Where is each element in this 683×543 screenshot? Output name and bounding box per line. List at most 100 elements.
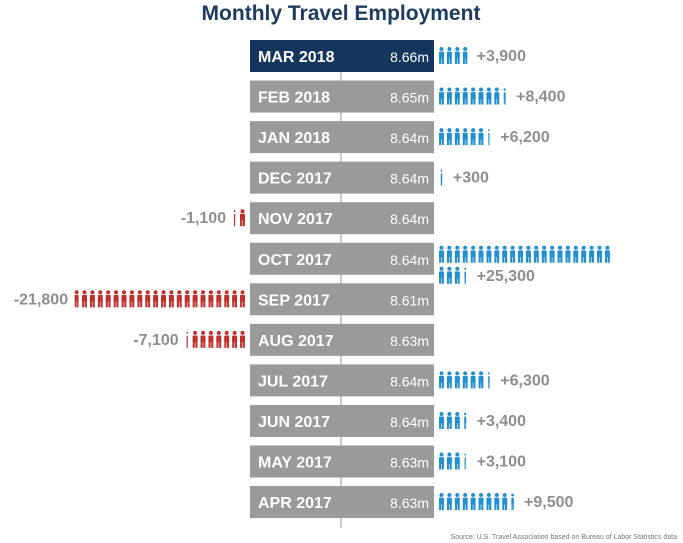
- employment-label: 8.64m: [390, 414, 429, 430]
- person-icon: [464, 412, 467, 429]
- person-icon: [192, 330, 198, 348]
- month-bar: [250, 161, 434, 194]
- person-icon: [446, 452, 452, 470]
- month-bar: [250, 121, 434, 154]
- person-icon: [589, 245, 595, 263]
- person-icon: [454, 245, 460, 263]
- person-icon: [470, 371, 476, 389]
- change-icons: [440, 169, 443, 186]
- employment-label: 8.64m: [390, 373, 429, 389]
- person-icon: [97, 290, 103, 308]
- employment-label: 8.63m: [390, 495, 429, 511]
- month-label: MAR 2018: [258, 49, 335, 66]
- person-icon: [454, 266, 460, 284]
- row-dec-2017: DEC 2017 8.64m +300: [250, 161, 489, 194]
- month-label: AUG 2017: [258, 333, 334, 350]
- change-label: +9,500: [524, 494, 573, 511]
- employment-label: 8.64m: [390, 252, 429, 268]
- rows: MAR 2018 8.66m +3,900 FEB 2018 8.65m +8,400 JA…: [14, 40, 610, 519]
- row-aug-2017: AUG 2017 8.63m -7,100: [133, 323, 434, 356]
- change-icons: [233, 209, 245, 227]
- person-icon: [224, 290, 230, 308]
- person-icon: [494, 493, 500, 511]
- change-label: -1,100: [181, 210, 226, 227]
- person-icon: [439, 128, 444, 146]
- employment-label: 8.66m: [390, 49, 429, 65]
- month-label: SEP 2017: [258, 292, 330, 309]
- person-icon: [525, 245, 531, 263]
- person-icon: [192, 290, 198, 308]
- person-icon: [464, 453, 467, 470]
- person-icon: [557, 245, 563, 263]
- month-label: JUN 2017: [258, 414, 330, 431]
- month-label: DEC 2017: [258, 171, 332, 188]
- person-icon: [439, 245, 444, 263]
- person-icon: [502, 245, 508, 263]
- month-bar: [250, 486, 434, 519]
- person-icon: [478, 493, 484, 511]
- person-icon: [184, 290, 190, 308]
- person-icon: [454, 87, 460, 105]
- person-icon: [446, 266, 452, 284]
- person-icon: [549, 245, 555, 263]
- person-icon: [462, 87, 468, 105]
- person-icon: [113, 290, 119, 308]
- person-icon: [470, 245, 476, 263]
- person-icon: [74, 290, 79, 308]
- person-icon: [454, 411, 460, 429]
- person-icon: [439, 266, 444, 284]
- person-icon: [446, 411, 452, 429]
- person-icon: [439, 411, 444, 429]
- person-icon: [486, 493, 492, 511]
- row-feb-2018: FEB 2018 8.65m +8,400: [250, 80, 566, 113]
- change-icons: [439, 245, 610, 284]
- person-icon: [208, 290, 214, 308]
- employment-label: 8.63m: [390, 333, 429, 349]
- person-icon: [161, 290, 166, 308]
- person-icon: [240, 330, 245, 348]
- row-jul-2017: JUL 2017 8.64m +6,300: [250, 364, 550, 397]
- change-label: +3,900: [477, 48, 526, 65]
- row-sep-2017: SEP 2017 8.61m -21,800: [14, 283, 434, 316]
- person-icon: [137, 290, 143, 308]
- person-icon: [454, 493, 460, 511]
- person-icon: [462, 128, 468, 146]
- person-icon: [454, 452, 460, 470]
- change-icons: [439, 452, 467, 470]
- person-icon: [82, 290, 87, 308]
- change-icons: [439, 411, 467, 429]
- person-icon: [486, 87, 492, 105]
- person-icon: [200, 330, 206, 348]
- person-icon: [604, 245, 610, 263]
- employment-label: 8.64m: [390, 130, 429, 146]
- person-icon: [462, 47, 468, 64]
- person-icon: [454, 47, 460, 64]
- change-icons: [439, 371, 490, 389]
- person-icon: [439, 87, 444, 105]
- person-icon: [439, 452, 444, 470]
- person-icon: [478, 128, 484, 146]
- person-icon: [121, 290, 127, 308]
- row-apr-2017: APR 2017 8.63m +9,500: [250, 486, 573, 519]
- month-bar: [250, 323, 434, 356]
- person-icon: [168, 290, 174, 308]
- person-icon: [533, 245, 539, 263]
- month-label: JUL 2017: [258, 373, 328, 390]
- person-icon: [470, 493, 476, 511]
- person-icon: [581, 245, 587, 263]
- person-icon: [446, 493, 452, 511]
- change-label: +300: [453, 170, 489, 187]
- change-icons: [74, 290, 245, 308]
- change-label: +25,300: [477, 268, 535, 285]
- change-icons: [439, 128, 490, 146]
- month-label: JAN 2018: [258, 130, 330, 147]
- month-label: MAY 2017: [258, 455, 332, 472]
- person-icon: [240, 290, 245, 308]
- person-icon: [446, 371, 452, 389]
- person-icon: [176, 290, 182, 308]
- person-icon: [233, 210, 236, 227]
- row-nov-2017: NOV 2017 8.64m -1,100: [181, 202, 434, 235]
- person-icon: [446, 87, 452, 105]
- person-icon: [145, 290, 151, 308]
